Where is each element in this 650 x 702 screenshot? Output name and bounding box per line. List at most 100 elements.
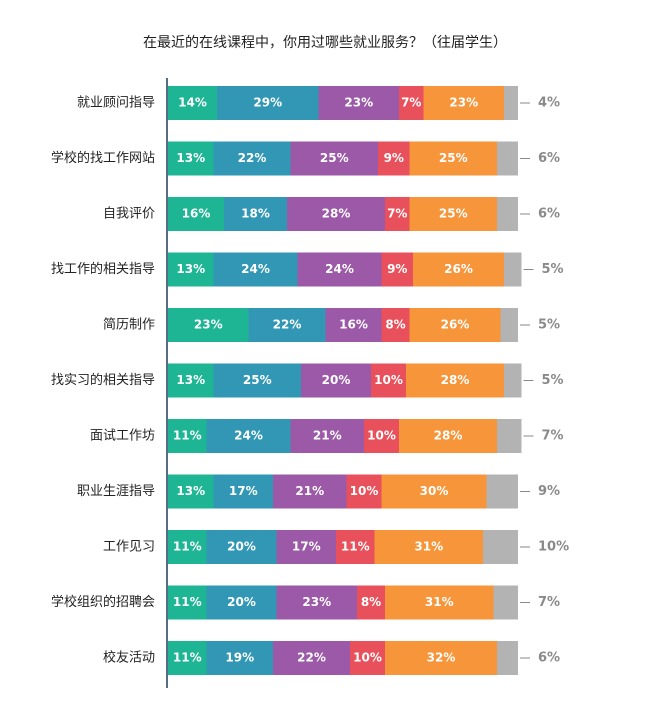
data-label: 11% xyxy=(173,540,202,554)
bar-segment xyxy=(409,141,497,176)
bar-segment xyxy=(248,308,326,342)
data-label: 22% xyxy=(273,318,302,332)
data-label: 11% xyxy=(341,540,370,554)
bar-segment xyxy=(290,419,364,453)
bar-segment xyxy=(276,585,357,620)
bar-segment xyxy=(497,419,522,453)
category-label: 就业顾问指导 xyxy=(77,96,155,111)
data-label: 8% xyxy=(361,595,381,609)
bars: 14% 29% 23% 7% 23% 4% 13% 22% 25% 9% 25% 6% 16% 18% 28… xyxy=(168,86,569,675)
category-labels: 就业顾问指导学校的找工作网站自我评价找工作的相关指导简历制作找实习的相关指导面试… xyxy=(51,96,155,666)
data-label: 26% xyxy=(441,318,470,332)
bar-segment xyxy=(497,197,518,231)
bar-segment xyxy=(378,141,410,176)
data-label: 10% xyxy=(353,651,382,665)
bar-segment xyxy=(301,363,371,398)
bar-segment xyxy=(409,197,497,231)
data-label: 5% xyxy=(538,318,560,333)
data-label: 11% xyxy=(173,651,202,665)
category-label: 简历制作 xyxy=(103,317,155,333)
data-label: 26% xyxy=(444,262,473,276)
data-label: 23% xyxy=(194,318,223,332)
category-label: 学校的找工作网站 xyxy=(51,150,155,166)
data-label: 5% xyxy=(542,262,564,277)
bar-segment xyxy=(357,585,385,620)
bar-segment xyxy=(213,252,298,287)
data-label: 23% xyxy=(302,595,331,609)
data-label: 7% xyxy=(387,207,407,221)
data-label: 29% xyxy=(253,96,282,110)
data-label: 16% xyxy=(182,207,211,221)
bar-segment xyxy=(206,585,277,620)
bar-segment xyxy=(168,585,207,620)
bar-segment xyxy=(168,419,207,453)
category-label: 找实习的相关指导 xyxy=(51,372,155,388)
bar-segment xyxy=(297,252,382,287)
data-label: 6% xyxy=(538,651,560,666)
data-label: 8% xyxy=(385,318,405,332)
data-label: 10% xyxy=(350,484,379,498)
data-label: 31% xyxy=(425,595,454,609)
data-label: 10% xyxy=(374,373,403,387)
data-label: 16% xyxy=(339,318,368,332)
data-label: 28% xyxy=(322,207,351,221)
data-label: 7% xyxy=(542,429,564,444)
data-label: 28% xyxy=(441,373,470,387)
category-label: 面试工作坊 xyxy=(90,429,155,444)
data-label: 21% xyxy=(295,484,324,498)
data-label: 24% xyxy=(234,429,263,443)
bar-segment xyxy=(213,474,273,509)
bar-segment xyxy=(493,585,518,620)
category-label: 职业生涯指导 xyxy=(77,484,155,499)
data-label: 23% xyxy=(344,96,373,110)
bar-segment xyxy=(273,474,347,509)
bar-segment xyxy=(217,86,319,120)
data-label: 7% xyxy=(401,96,421,110)
bar-segment xyxy=(504,252,522,287)
data-label: 24% xyxy=(241,262,270,276)
bar-segment xyxy=(346,474,382,509)
chart-title: 在最近的在线课程中，你用过哪些就业服务？（往届学生） xyxy=(143,35,507,51)
bar-segment xyxy=(497,641,518,675)
bar-segment xyxy=(336,530,375,564)
category-label: 学校组织的招聘会 xyxy=(51,594,155,610)
bar-segment xyxy=(371,363,406,398)
data-label: 23% xyxy=(449,96,478,110)
bar-segment xyxy=(381,252,413,287)
bar-segment xyxy=(287,197,385,231)
bar-segment xyxy=(168,141,214,176)
bar-segment xyxy=(350,641,385,675)
data-label: 28% xyxy=(434,429,463,443)
bar-segment xyxy=(500,308,518,342)
data-label: 5% xyxy=(542,373,564,388)
bar-segment xyxy=(486,474,518,509)
bar-segment xyxy=(168,530,207,564)
bar-segment xyxy=(213,363,301,398)
data-label: 20% xyxy=(322,373,351,387)
bar-segment xyxy=(168,197,224,231)
data-label: 9% xyxy=(387,262,407,276)
bar-segment xyxy=(168,252,214,287)
data-label: 9% xyxy=(538,484,560,499)
bar-segment xyxy=(381,308,410,342)
data-label: 10% xyxy=(538,540,569,555)
data-label: 7% xyxy=(538,595,560,610)
bar-segment xyxy=(276,530,336,564)
data-label: 17% xyxy=(229,484,258,498)
data-label: 30% xyxy=(420,484,449,498)
bar-segment xyxy=(409,308,501,342)
category-label: 校友活动 xyxy=(103,650,155,666)
category-label: 自我评价 xyxy=(103,207,155,222)
bar-segment xyxy=(483,530,518,564)
bar-segment xyxy=(290,141,378,176)
bar-segment xyxy=(406,363,504,398)
bar-segment xyxy=(504,363,522,398)
bar-segment xyxy=(385,641,497,675)
data-label: 13% xyxy=(176,262,205,276)
category-label: 工作见习 xyxy=(103,540,155,555)
bar-segment xyxy=(413,252,504,287)
bar-segment xyxy=(381,474,487,509)
data-label: 24% xyxy=(325,262,354,276)
bar-segment xyxy=(213,141,291,176)
